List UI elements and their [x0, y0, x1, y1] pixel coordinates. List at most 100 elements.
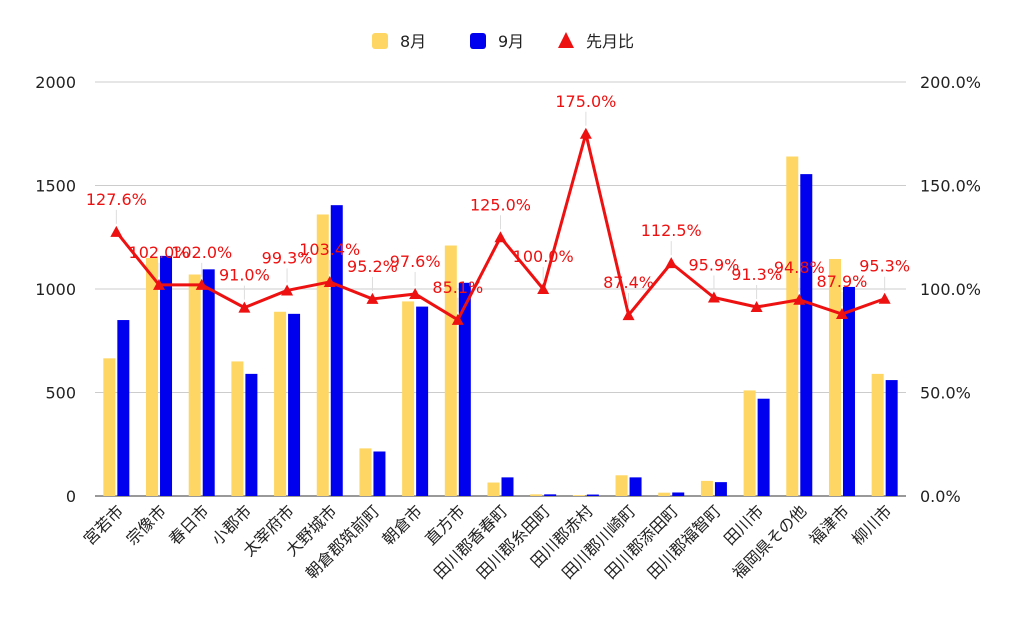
- ratio-marker: [110, 225, 123, 237]
- ratio-marker: [878, 292, 891, 304]
- ratio-data-label: 94.8%: [774, 258, 825, 277]
- ratio-marker: [707, 291, 720, 303]
- ratio-marker: [281, 284, 294, 296]
- ratio-marker: [665, 257, 678, 269]
- left-tick-label: 1000: [35, 280, 76, 299]
- ratio-data-label: 95.9%: [689, 255, 740, 274]
- bar-9gatsu: [586, 494, 599, 496]
- ratio-data-label: 95.3%: [859, 257, 910, 276]
- right-tick-label: 150.0%: [920, 177, 981, 196]
- bar-9gatsu: [501, 477, 514, 496]
- legend: 8月 9月 先月比: [372, 32, 634, 51]
- category-label: 朝倉市: [379, 501, 426, 548]
- bar-9gatsu: [672, 492, 685, 496]
- ratio-marker: [409, 287, 422, 299]
- bar-8gatsu: [231, 361, 244, 496]
- right-tick-label: 100.0%: [920, 280, 981, 299]
- legend-label: 9月: [498, 32, 524, 51]
- ratio-line: 127.6%102.0%102.0%91.0%99.3%103.4%95.2%9…: [86, 92, 910, 325]
- bar-9gatsu: [458, 282, 471, 496]
- category-labels: 宮若市宗像市春日市小郡市太宰府市大野城市朝倉郡筑前町朝倉市直方市田川郡香春町田川…: [80, 501, 896, 582]
- ratio-marker: [537, 283, 550, 294]
- legend-swatch: [372, 33, 388, 49]
- bar-8gatsu: [658, 492, 671, 496]
- ratio-data-label: 95.2%: [347, 257, 398, 276]
- category-label: 宮若市: [80, 501, 127, 548]
- bar-8gatsu: [359, 448, 372, 496]
- bar-9gatsu: [416, 306, 429, 496]
- ratio-marker: [195, 278, 208, 290]
- bar-9gatsu: [800, 174, 813, 497]
- bar-8gatsu: [103, 358, 116, 496]
- ratio-marker: [323, 275, 336, 287]
- bar-9gatsu: [757, 398, 770, 496]
- bar-8gatsu: [615, 475, 628, 496]
- ratio-marker: [579, 127, 592, 139]
- ratio-data-label: 87.9%: [817, 272, 868, 291]
- bar-9gatsu: [629, 477, 642, 496]
- bar-9gatsu: [245, 373, 258, 496]
- category-label: 春日市: [165, 501, 212, 548]
- ratio-data-label: 97.6%: [390, 252, 441, 271]
- legend-swatch: [470, 33, 486, 49]
- category-label: 柳川市: [848, 501, 895, 548]
- bar-8gatsu: [572, 495, 585, 496]
- right-axis: 0.0% 50.0% 100.0% 150.0% 200.0%: [920, 73, 981, 506]
- category-label: 宗像市: [122, 501, 169, 548]
- left-tick-label: 0: [66, 487, 76, 506]
- ratio-marker: [835, 308, 848, 320]
- bar-9gatsu: [117, 320, 130, 496]
- right-tick-label: 200.0%: [920, 73, 981, 92]
- bar-9gatsu: [288, 313, 301, 496]
- right-tick-label: 50.0%: [920, 384, 971, 403]
- legend-label: 先月比: [586, 32, 634, 51]
- ratio-data-label: 102.0%: [129, 243, 190, 262]
- bar-9gatsu: [885, 380, 898, 496]
- bar-9gatsu: [330, 205, 343, 497]
- legend-swatch: [558, 32, 574, 48]
- left-tick-label: 2000: [35, 73, 76, 92]
- bars: [103, 156, 898, 497]
- ratio-data-label: 175.0%: [555, 92, 616, 111]
- bar-9gatsu: [373, 451, 386, 496]
- ratio-data-label: 87.4%: [603, 273, 654, 292]
- bar-9gatsu: [202, 269, 215, 496]
- bar-8gatsu: [786, 156, 799, 496]
- bar-9gatsu: [160, 255, 173, 496]
- ratio-marker: [750, 301, 763, 313]
- bar-8gatsu: [402, 301, 415, 496]
- bar-8gatsu: [530, 494, 543, 496]
- left-axis: 0 500 1000 1500 2000: [35, 73, 76, 506]
- ratio-data-label: 100.0%: [513, 247, 574, 266]
- ratio-marker: [153, 278, 166, 290]
- ratio-marker: [494, 231, 507, 243]
- ratio-data-label: 85.1%: [432, 278, 483, 297]
- ratio-data-label: 91.3%: [731, 265, 782, 284]
- ratio-data-label: 99.3%: [262, 248, 313, 267]
- bar-8gatsu: [146, 257, 159, 496]
- ratio-marker: [451, 313, 464, 325]
- ratio-marker: [793, 293, 806, 305]
- bar-9gatsu: [714, 482, 727, 496]
- left-tick-label: 500: [45, 384, 76, 403]
- left-tick-label: 1500: [35, 177, 76, 196]
- bar-8gatsu: [743, 390, 756, 496]
- ratio-data-label: 102.0%: [171, 243, 232, 262]
- bar-8gatsu: [871, 373, 884, 496]
- right-tick-label: 0.0%: [920, 487, 961, 506]
- gridlines: [95, 81, 906, 497]
- bar-8gatsu: [828, 258, 841, 496]
- ratio-data-label: 103.4%: [299, 240, 360, 259]
- ratio-marker: [622, 309, 635, 321]
- ratio-data-label: 91.0%: [219, 266, 270, 285]
- bar-9gatsu: [842, 286, 855, 496]
- ratio-data-label: 127.6%: [86, 190, 147, 209]
- ratio-data-label: 125.0%: [470, 195, 531, 214]
- ratio-marker: [238, 301, 251, 313]
- bar-8gatsu: [274, 311, 287, 496]
- category-label: 福津市: [805, 501, 852, 548]
- bar-8gatsu: [444, 245, 457, 496]
- bar-8gatsu: [700, 480, 713, 496]
- ratio-data-label: 112.5%: [641, 221, 702, 240]
